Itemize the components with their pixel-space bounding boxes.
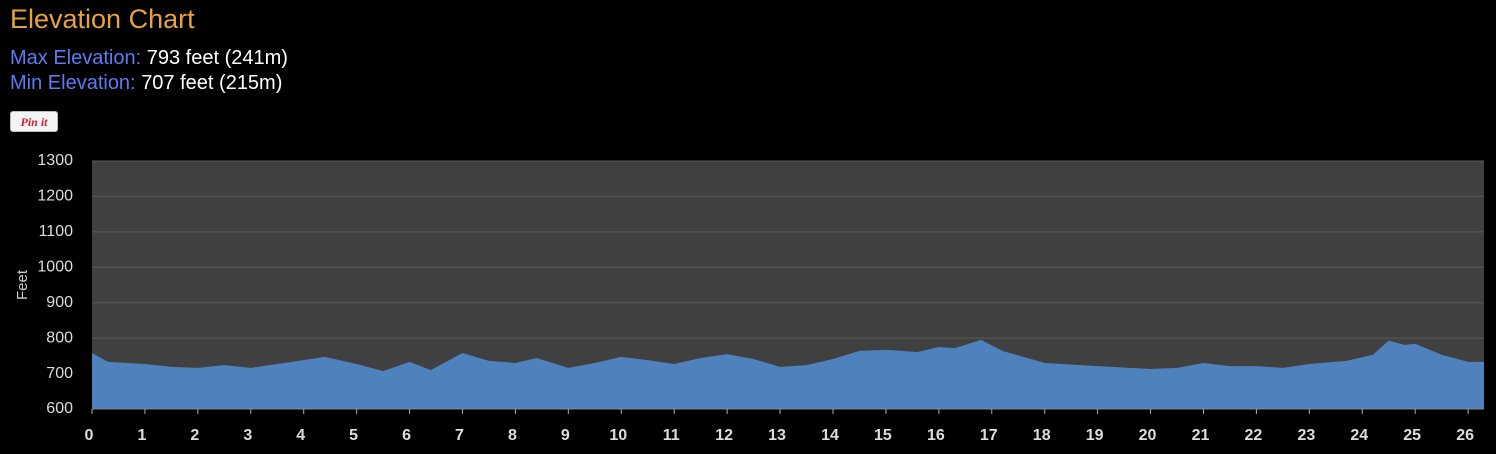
y-tick-label: 1000 <box>37 259 73 276</box>
x-tick-label: 19 <box>1086 427 1104 444</box>
x-tick-label: 26 <box>1456 427 1474 444</box>
x-tick-label: 13 <box>768 427 786 444</box>
pin-button[interactable]: Pin it <box>10 111 58 132</box>
x-tick-label: 2 <box>190 427 199 444</box>
min-value: 707 feet (215m) <box>141 72 283 94</box>
max-row: Max Elevation: 793 feet (241m) <box>10 47 288 70</box>
elevation-area <box>92 339 1484 409</box>
x-tick-label: 4 <box>296 427 305 444</box>
x-tick-label: 5 <box>349 427 358 444</box>
x-tick-label: 24 <box>1350 427 1368 444</box>
x-tick-label: 8 <box>508 427 517 444</box>
x-tick-label: 1 <box>137 427 146 444</box>
y-tick-label: 600 <box>46 400 73 417</box>
max-label: Max Elevation: <box>10 47 142 69</box>
y-tick-label: 800 <box>46 329 73 346</box>
x-tick-label: 6 <box>402 427 411 444</box>
min-label: Min Elevation: <box>10 72 136 94</box>
x-tick-label: 10 <box>609 427 627 444</box>
x-tick-label: 15 <box>874 427 892 444</box>
y-tick-label: 700 <box>46 365 73 382</box>
x-tick-label: 17 <box>980 427 998 444</box>
x-tick-label: 7 <box>455 427 464 444</box>
y-tick-label: 900 <box>46 294 73 311</box>
x-tick-label: 0 <box>85 427 94 444</box>
x-tick-label: 21 <box>1192 427 1210 444</box>
y-axis-label: Feet <box>14 269 31 300</box>
min-row: Min Elevation: 707 feet (215m) <box>10 72 282 95</box>
x-tick-label: 25 <box>1403 427 1421 444</box>
x-tick-label: 12 <box>715 427 733 444</box>
y-tick-label: 1200 <box>37 188 73 205</box>
x-tick-label: 20 <box>1139 427 1157 444</box>
x-tick-label: 18 <box>1033 427 1051 444</box>
y-tick-label: 1100 <box>39 223 74 240</box>
y-tick-label: 1300 <box>37 152 73 169</box>
x-tick-label: 23 <box>1297 427 1315 444</box>
x-tick-label: 14 <box>821 427 839 444</box>
title: Elevation Chart <box>10 4 195 34</box>
x-tick-label: 11 <box>663 427 680 444</box>
x-tick-label: 16 <box>927 427 945 444</box>
x-tick-label: 22 <box>1245 427 1263 444</box>
x-tick-label: 3 <box>243 427 252 444</box>
x-tick-label: 9 <box>561 427 570 444</box>
max-value: 793 feet (241m) <box>146 47 288 69</box>
